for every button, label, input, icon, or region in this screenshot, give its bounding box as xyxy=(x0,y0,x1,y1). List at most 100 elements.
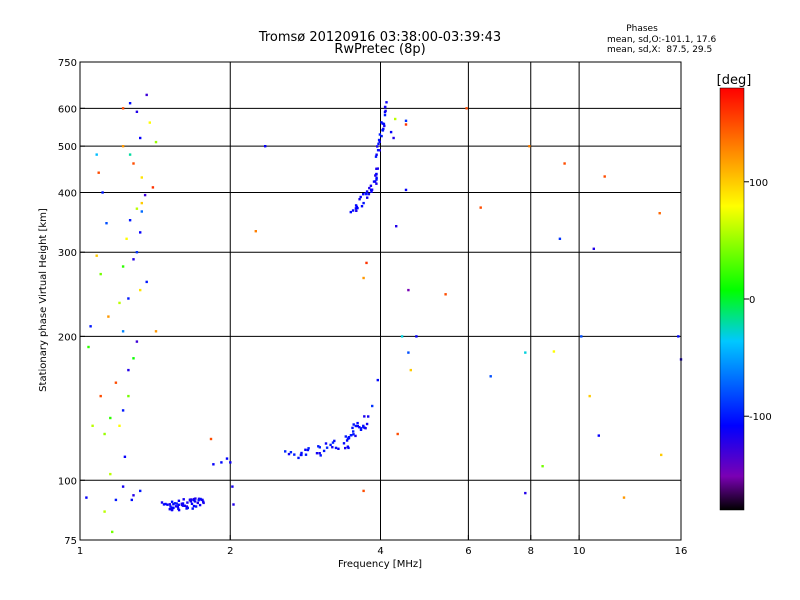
data-point xyxy=(345,439,349,442)
x-tick-label: 2 xyxy=(227,546,233,557)
data-point xyxy=(322,449,326,453)
x-axis: 1 2 4 6 8 10 16 xyxy=(77,535,687,557)
data-point xyxy=(394,117,397,121)
data-point xyxy=(374,180,377,183)
x-tick-label: 4 xyxy=(377,546,383,557)
data-point xyxy=(101,191,104,194)
data-point xyxy=(524,351,527,354)
data-point xyxy=(177,508,181,512)
data-point xyxy=(99,394,102,398)
data-point xyxy=(344,435,347,438)
data-point xyxy=(603,175,606,178)
data-point xyxy=(209,437,213,441)
data-point xyxy=(135,207,139,210)
data-point xyxy=(154,330,158,333)
data-point xyxy=(597,434,600,437)
data-point xyxy=(318,446,321,449)
data-point xyxy=(306,448,310,452)
data-point xyxy=(347,446,350,450)
data-point xyxy=(135,251,139,254)
data-point xyxy=(192,499,195,502)
data-point xyxy=(121,107,125,110)
data-point xyxy=(381,122,384,125)
data-point xyxy=(139,231,142,234)
data-point xyxy=(111,530,114,534)
data-point xyxy=(385,101,388,104)
data-point xyxy=(375,182,378,185)
data-point xyxy=(118,301,121,305)
data-point xyxy=(177,507,180,510)
data-point xyxy=(541,465,544,468)
data-point xyxy=(212,463,215,466)
data-point xyxy=(352,430,355,433)
data-point xyxy=(198,503,202,507)
data-point xyxy=(85,496,88,499)
y-tick-label: 300 xyxy=(58,248,77,259)
data-point xyxy=(139,489,142,493)
data-point xyxy=(376,149,380,152)
data-point xyxy=(376,167,379,170)
chart-subtitle: RwPretec (8p) xyxy=(334,42,425,57)
data-point xyxy=(173,502,177,505)
data-point xyxy=(151,186,155,189)
data-point xyxy=(365,422,369,426)
data-point xyxy=(193,500,197,503)
data-point xyxy=(407,351,410,354)
data-point xyxy=(188,498,192,501)
data-point xyxy=(300,451,303,455)
data-point xyxy=(189,500,192,503)
data-point xyxy=(103,510,106,513)
data-point xyxy=(318,452,321,455)
chart-title: Tromsø 20120916 03:38:00-03:39:43 xyxy=(258,30,501,45)
data-point xyxy=(362,276,365,280)
data-point xyxy=(201,498,204,502)
y-axis: 75 100 200 300 400 500 600 750 xyxy=(58,58,85,547)
data-point xyxy=(588,394,591,398)
data-point xyxy=(524,491,527,495)
data-point xyxy=(375,178,378,181)
data-point xyxy=(168,508,171,511)
y-tick-label: 600 xyxy=(58,104,77,115)
data-point xyxy=(374,155,378,158)
data-point xyxy=(190,502,194,505)
data-point xyxy=(166,503,169,506)
data-point xyxy=(380,134,383,138)
data-point xyxy=(580,335,583,338)
data-point xyxy=(356,424,359,428)
data-point xyxy=(362,489,365,493)
data-point xyxy=(374,174,377,177)
data-point xyxy=(404,123,408,126)
data-point xyxy=(409,368,412,372)
data-point xyxy=(127,394,130,398)
data-point xyxy=(99,272,102,276)
data-point xyxy=(376,145,379,148)
data-point xyxy=(383,113,387,117)
data-point xyxy=(284,450,287,453)
data-point xyxy=(365,190,369,193)
phase-stats-o-mode: mean, sd,O:-101.1, 17.6 xyxy=(607,35,717,45)
data-point xyxy=(192,504,196,508)
data-point xyxy=(382,127,385,131)
y-tick-label: 500 xyxy=(58,142,77,153)
data-point xyxy=(369,188,373,192)
data-point xyxy=(162,503,166,506)
y-tick-label: 200 xyxy=(58,332,77,343)
data-point xyxy=(404,188,408,192)
data-point xyxy=(132,357,135,360)
data-point xyxy=(289,451,293,454)
x-axis-label: Frequency [MHz] xyxy=(338,559,422,570)
data-point xyxy=(180,502,183,505)
data-point xyxy=(622,496,626,499)
colorbar-ticks: 100 0 -100 xyxy=(744,178,772,423)
data-point xyxy=(132,258,135,261)
data-point xyxy=(197,497,201,500)
data-point xyxy=(660,453,663,457)
data-point xyxy=(380,121,383,124)
data-point xyxy=(287,452,291,456)
data-point xyxy=(121,145,125,148)
data-point xyxy=(563,162,566,165)
data-point xyxy=(140,201,143,205)
y-tick-label: 750 xyxy=(58,58,77,69)
data-point xyxy=(140,210,143,213)
